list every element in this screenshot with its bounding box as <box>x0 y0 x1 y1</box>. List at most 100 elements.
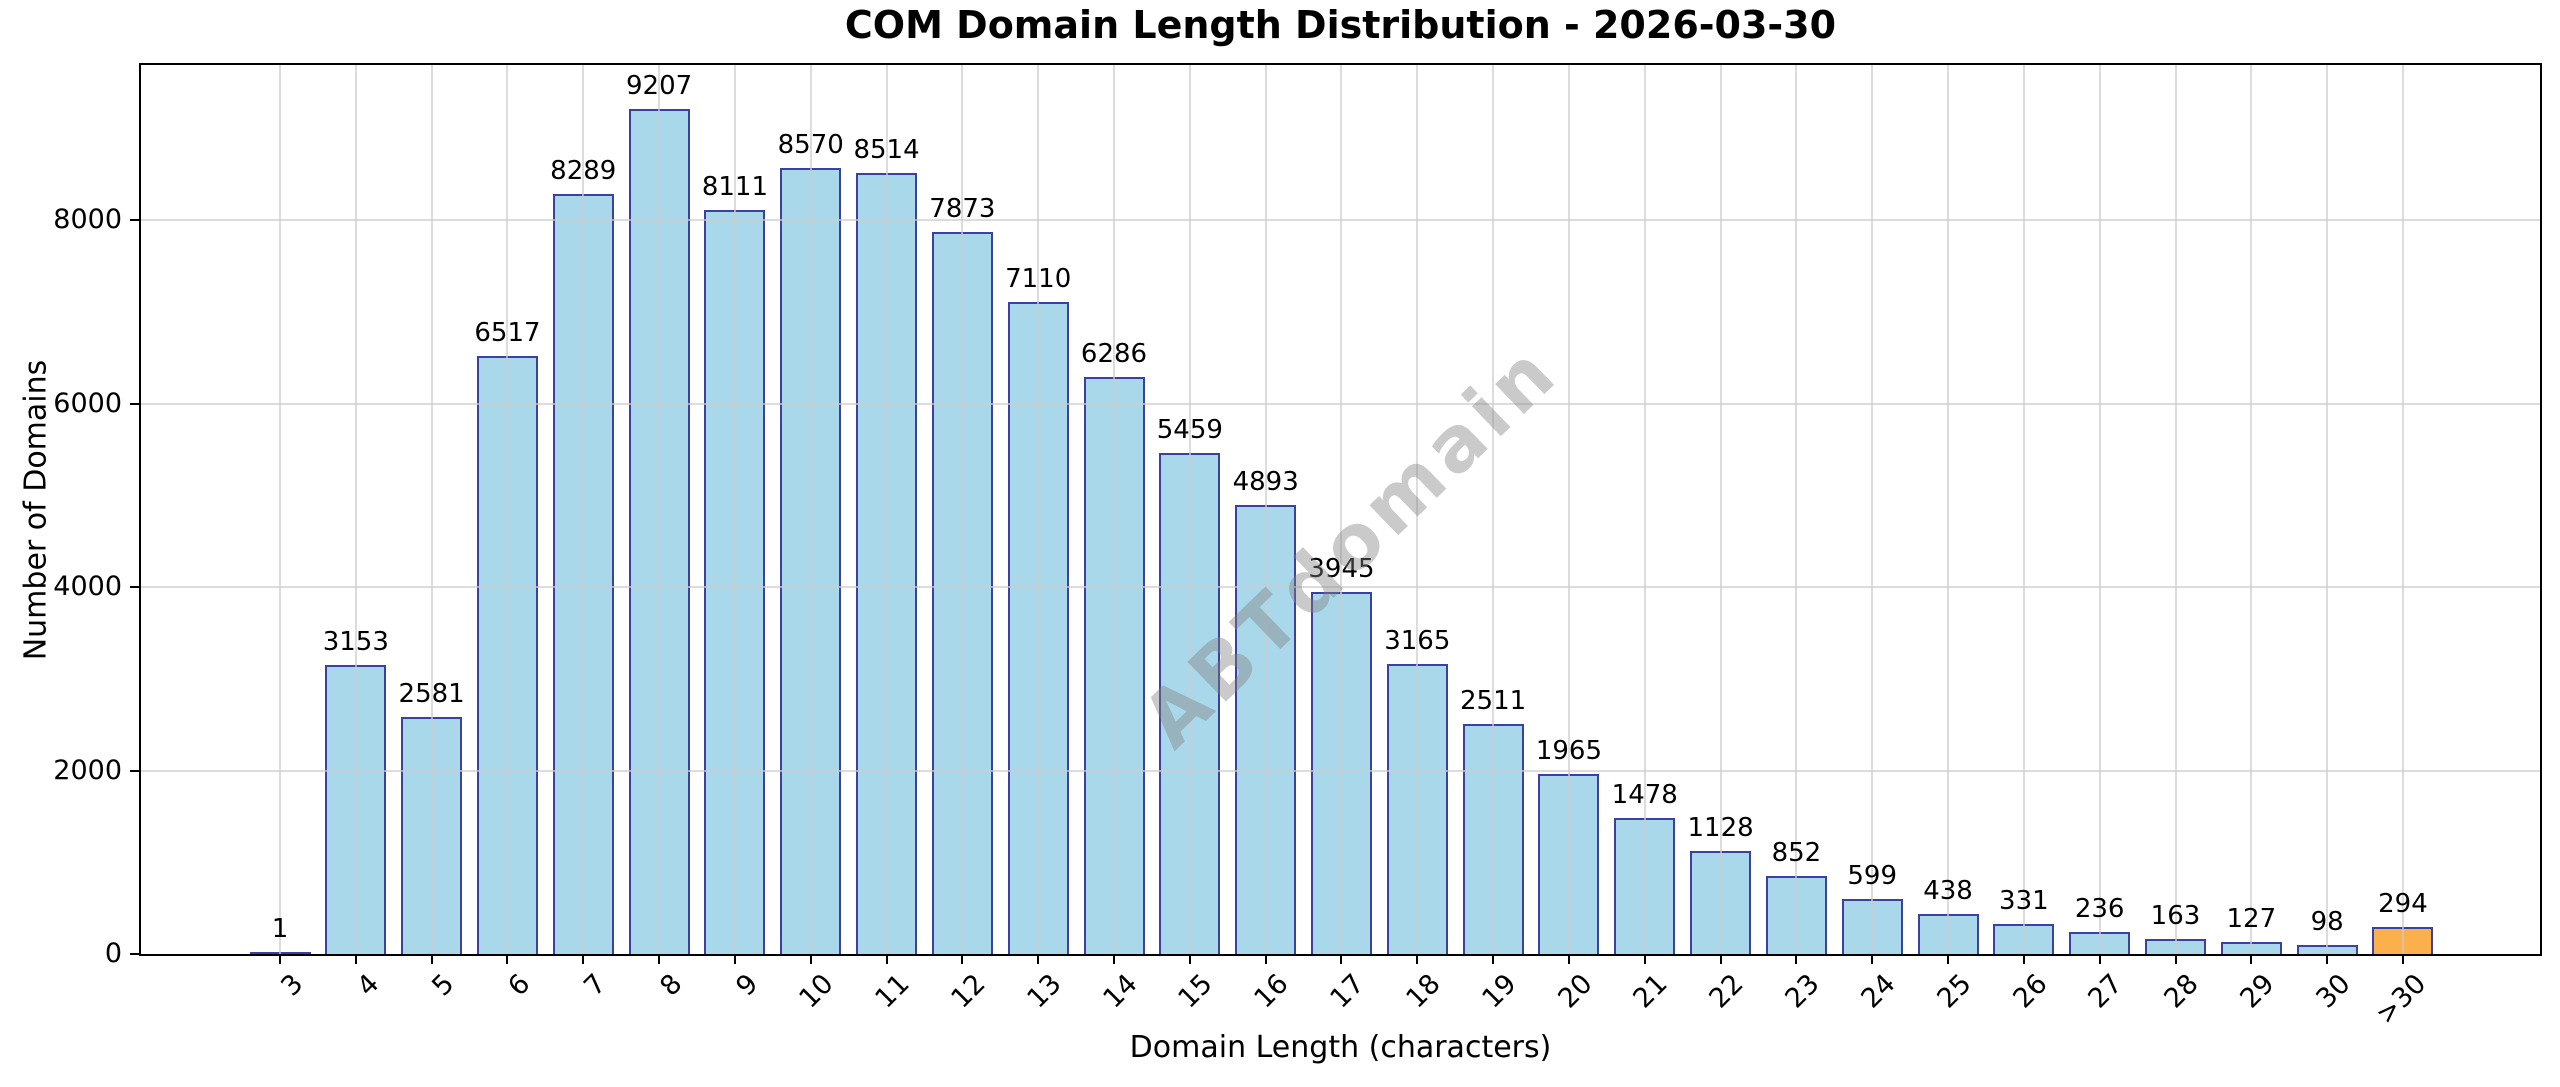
bar-value-label: 3153 <box>322 627 389 657</box>
y-tick-label: 2000 <box>53 754 122 786</box>
x-tick-label: 25 <box>1931 968 1978 1015</box>
x-tick-label: 5 <box>426 968 461 1003</box>
x-tick-label: 3 <box>275 968 310 1003</box>
v-gridline <box>2401 65 2404 954</box>
x-tick <box>2174 955 2177 964</box>
bar-value-label: 8514 <box>853 135 920 165</box>
x-tick <box>733 955 736 964</box>
x-tick <box>2326 955 2329 964</box>
x-tick-label: 8 <box>654 968 689 1003</box>
x-tick <box>658 955 661 964</box>
bar <box>2069 932 2131 954</box>
bar <box>931 232 993 954</box>
bar <box>780 168 842 954</box>
x-tick-label: 15 <box>1172 968 1220 1015</box>
x-tick-label: 30 <box>2310 968 2357 1015</box>
x-axis-label: Domain Length (characters) <box>1129 1030 1552 1065</box>
x-tick <box>279 955 281 964</box>
x-tick <box>2401 955 2404 964</box>
v-gridline <box>2326 65 2329 954</box>
x-tick <box>1871 955 1874 964</box>
y-tick <box>130 402 139 405</box>
x-tick-label: 28 <box>2158 968 2205 1015</box>
bar <box>1083 377 1145 954</box>
x-tick <box>1113 955 1116 964</box>
bar-value-label: 8111 <box>701 172 768 202</box>
v-gridline <box>279 65 281 954</box>
bar <box>1917 914 1979 954</box>
x-tick <box>961 955 964 964</box>
bar <box>856 173 918 954</box>
v-gridline <box>2250 65 2253 954</box>
x-tick-label: 16 <box>1248 968 1295 1015</box>
x-tick <box>1264 955 1267 964</box>
v-gridline <box>1947 65 1950 954</box>
x-tick <box>1340 955 1343 964</box>
x-tick <box>430 955 433 964</box>
x-tick-label: 13 <box>1021 968 1068 1015</box>
bar-value-label: 6286 <box>1080 339 1148 369</box>
bar-value-label: 2511 <box>1460 686 1527 716</box>
x-tick <box>1492 955 1495 964</box>
bar-value-label: 3165 <box>1384 626 1451 656</box>
x-tick <box>1795 955 1798 964</box>
y-tick-label: 0 <box>104 938 122 969</box>
plot-area: 1 3153 2581 6517 8289 9207 8111 8570 8514 7873 711… <box>141 65 2540 954</box>
x-tick-label: 6 <box>502 968 537 1003</box>
bar-value-label: 8289 <box>550 156 617 186</box>
y-tick-label: 6000 <box>53 387 122 419</box>
x-tick <box>1037 955 1040 964</box>
x-tick <box>1643 955 1646 964</box>
bar <box>476 356 538 954</box>
bar <box>2296 945 2358 954</box>
bar-value-label: 6517 <box>474 318 541 348</box>
x-tick-label: 22 <box>1703 968 1750 1015</box>
bar-value-label: 1 <box>271 914 289 944</box>
bar <box>1007 302 1069 954</box>
x-tick-label: 11 <box>869 968 916 1015</box>
x-tick <box>2250 955 2253 964</box>
bar-value-label: 294 <box>2378 889 2428 919</box>
bar <box>2145 939 2206 954</box>
x-tick <box>1719 955 1722 964</box>
bar-value-label: 7110 <box>1005 264 1072 294</box>
v-gridline <box>2098 65 2101 954</box>
bar-value-label: 9207 <box>626 71 693 101</box>
bar <box>249 952 311 954</box>
y-tick-label: 8000 <box>53 204 122 236</box>
bar-value-label: 1478 <box>1611 780 1678 810</box>
bar <box>1841 899 1903 954</box>
x-tick-label: 14 <box>1097 968 1144 1015</box>
bar-value-label: 1965 <box>1535 736 1603 766</box>
x-tick <box>1947 955 1950 964</box>
y-tick <box>130 953 139 955</box>
v-gridline <box>2174 65 2177 954</box>
bar <box>1159 453 1221 954</box>
bar <box>1993 924 2055 954</box>
x-tick-label: 29 <box>2234 968 2281 1015</box>
x-tick <box>809 955 812 964</box>
y-tick <box>130 769 139 772</box>
x-tick-label: 19 <box>1476 968 1523 1015</box>
y-tick <box>130 586 139 589</box>
bar <box>628 109 690 954</box>
x-tick-label: 18 <box>1400 968 1447 1015</box>
x-tick-label: 20 <box>1551 968 1599 1015</box>
x-tick <box>582 955 585 964</box>
x-tick-label: 21 <box>1627 968 1674 1015</box>
x-tick-label: 23 <box>1779 968 1826 1015</box>
x-tick-label: 17 <box>1324 968 1371 1015</box>
x-tick-label: 24 <box>1855 968 1902 1015</box>
x-tick <box>2098 955 2101 964</box>
bar-value-label: 7873 <box>929 194 996 224</box>
bar-value-label: 4893 <box>1232 467 1299 497</box>
bar <box>2220 942 2282 954</box>
x-tick <box>354 955 357 964</box>
x-tick <box>506 955 509 964</box>
x-tick <box>1567 955 1570 964</box>
x-tick-label: 10 <box>793 968 840 1015</box>
x-tick-label: 26 <box>2006 968 2054 1015</box>
bar-value-label: 5459 <box>1156 415 1223 445</box>
v-gridline <box>1795 65 1798 954</box>
